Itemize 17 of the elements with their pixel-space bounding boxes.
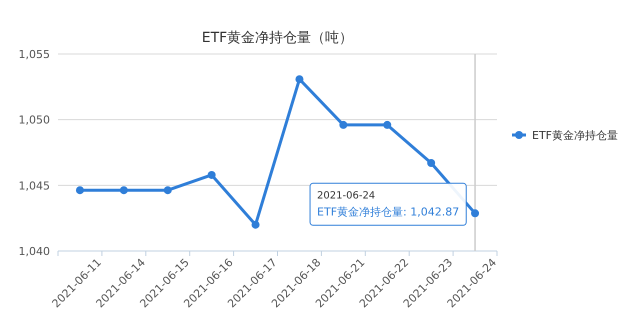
point bbox=[471, 209, 480, 218]
point bbox=[164, 186, 172, 194]
point bbox=[252, 220, 260, 229]
point bbox=[208, 170, 216, 179]
point bbox=[76, 186, 84, 194]
point bbox=[383, 120, 392, 129]
y-tick-label: 1,040 bbox=[18, 245, 50, 258]
point bbox=[339, 120, 348, 129]
point bbox=[427, 159, 436, 168]
point bbox=[295, 75, 304, 84]
chart-title: ETF黄金净持仓量（吨） bbox=[202, 30, 354, 46]
y-tick-label: 1,045 bbox=[18, 179, 50, 192]
legend-label: ETF黄金净持仓量 bbox=[532, 129, 618, 142]
y-tick-label: 1,050 bbox=[18, 114, 50, 127]
y-tick-label: 1,055 bbox=[18, 48, 50, 61]
annotation: 2021-06-24 ETF黄金净持仓量: 1,042.87 bbox=[317, 190, 460, 218]
point bbox=[120, 186, 128, 194]
